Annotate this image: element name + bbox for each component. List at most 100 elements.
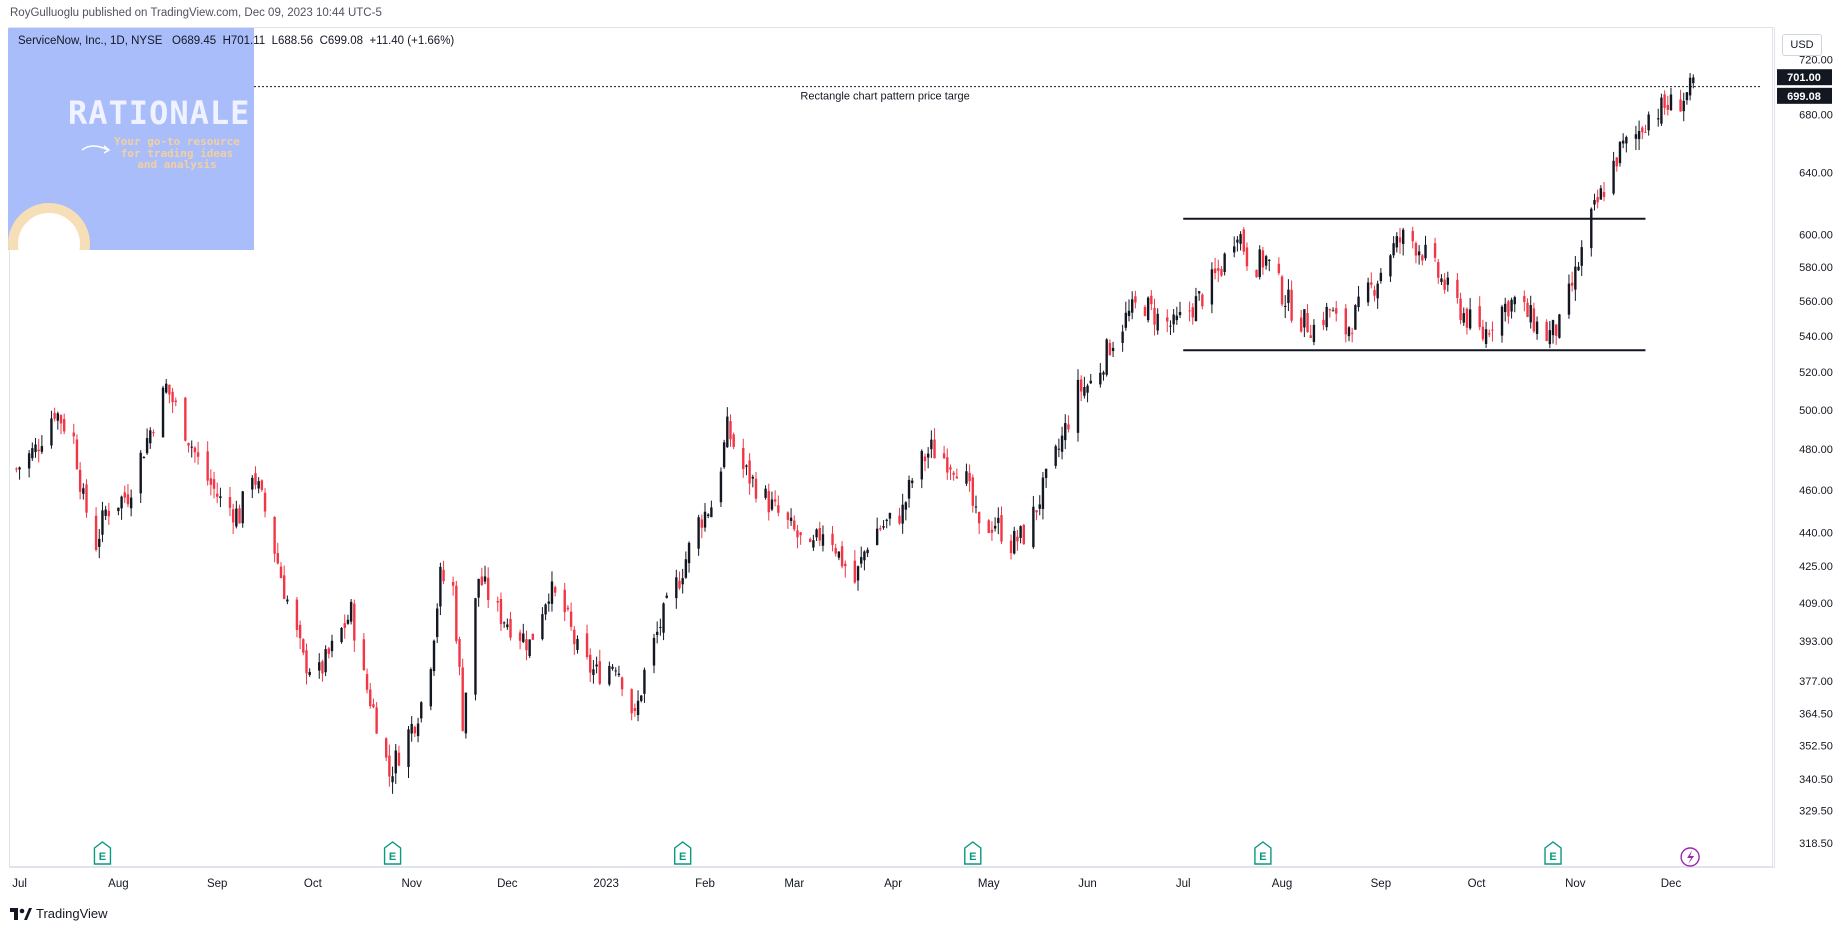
candle: [231, 503, 235, 534]
candle-body: [655, 631, 659, 636]
time-tick-label: Nov: [1565, 878, 1586, 890]
candle-body: [1255, 269, 1258, 278]
candle: [745, 464, 748, 476]
candle: [821, 525, 825, 552]
candle-body: [576, 638, 579, 650]
earnings-marker-shape: [1254, 841, 1272, 865]
candle: [1146, 296, 1150, 323]
candle: [1309, 324, 1312, 338]
candle-body: [1593, 199, 1596, 205]
candle: [1593, 193, 1596, 211]
candle: [547, 593, 550, 612]
candle-body: [547, 601, 550, 604]
candle: [308, 668, 311, 677]
candle-body: [1079, 379, 1083, 392]
candle-body: [1191, 307, 1194, 318]
candle: [1567, 274, 1571, 319]
candle: [528, 639, 531, 659]
candle-body: [1220, 269, 1223, 276]
candle: [946, 448, 949, 480]
candle: [1044, 468, 1048, 488]
candle-body: [812, 540, 815, 548]
candle: [1134, 290, 1137, 309]
candle: [1389, 254, 1392, 283]
candle-body: [1067, 424, 1070, 430]
candle-body: [384, 738, 388, 758]
candle: [608, 661, 611, 687]
candle-body: [1016, 536, 1019, 542]
candle-body: [94, 515, 98, 550]
candle-body: [1570, 282, 1574, 286]
earnings-marker-shape: [383, 841, 402, 865]
candle-body: [209, 478, 213, 485]
candle: [161, 385, 165, 438]
candle: [464, 692, 468, 739]
candle-body: [1035, 510, 1038, 513]
candle: [786, 511, 790, 529]
candle: [643, 667, 646, 703]
candle-body: [1223, 253, 1226, 272]
candle: [977, 511, 981, 535]
currency-button[interactable]: USD: [1782, 34, 1822, 56]
target-line-group: Rectangle chart pattern price targe: [10, 86, 1761, 103]
candle: [1009, 534, 1013, 560]
candle-body: [282, 575, 286, 599]
candle: [544, 603, 547, 621]
candle: [968, 464, 971, 492]
candle: [1510, 297, 1513, 319]
candle: [506, 618, 509, 630]
candle-body: [50, 418, 53, 446]
candle: [1507, 299, 1510, 324]
candle-body: [608, 665, 611, 685]
candle-body: [866, 549, 869, 554]
candle-body: [1529, 305, 1532, 323]
candle-body: [1618, 141, 1622, 164]
candle: [1124, 301, 1128, 331]
candle: [171, 387, 174, 413]
candle: [1446, 271, 1450, 292]
candle: [1500, 304, 1504, 343]
candle-body: [15, 468, 18, 470]
candle-body: [697, 517, 700, 549]
candle: [1261, 246, 1265, 275]
candle: [1545, 319, 1548, 342]
candle-body: [933, 439, 936, 459]
price-tick-label: 600.00: [1799, 230, 1833, 242]
price-tick-label: 393.00: [1799, 636, 1833, 648]
candle: [458, 636, 461, 676]
candle-body: [410, 723, 413, 734]
candle: [509, 611, 512, 641]
candle: [321, 659, 324, 682]
candle-body: [684, 559, 688, 578]
candle: [82, 483, 85, 500]
candle-body: [863, 551, 866, 561]
candle: [276, 542, 279, 565]
candle: [566, 604, 570, 612]
candle: [993, 517, 997, 532]
candle: [965, 463, 968, 487]
candle: [863, 550, 866, 571]
candle-body: [703, 511, 707, 528]
candle-body: [1504, 303, 1507, 313]
candle: [1354, 304, 1357, 330]
candle: [678, 571, 681, 590]
symbol-legend[interactable]: ServiceNow, Inc., 1D, NYSE O689.45 H701.…: [18, 35, 454, 47]
candle-body: [407, 729, 410, 768]
candle-body: [1357, 296, 1360, 308]
candle: [659, 618, 662, 636]
candle: [1322, 311, 1325, 331]
candle: [1280, 274, 1284, 307]
ohlc-high: H701.11: [222, 35, 266, 47]
symbol-name: ServiceNow, Inc., 1D, NYSE: [18, 35, 163, 47]
candle-body: [566, 607, 570, 610]
candle-body: [1679, 99, 1682, 112]
candle-body: [544, 604, 547, 615]
candle: [789, 508, 793, 526]
candle: [1201, 293, 1204, 310]
tradingview-brand[interactable]: TradingView: [10, 906, 108, 921]
candle-body: [37, 449, 40, 452]
candle: [388, 744, 391, 787]
candle-body: [1395, 236, 1399, 248]
price-tick-label: 377.00: [1799, 676, 1833, 688]
